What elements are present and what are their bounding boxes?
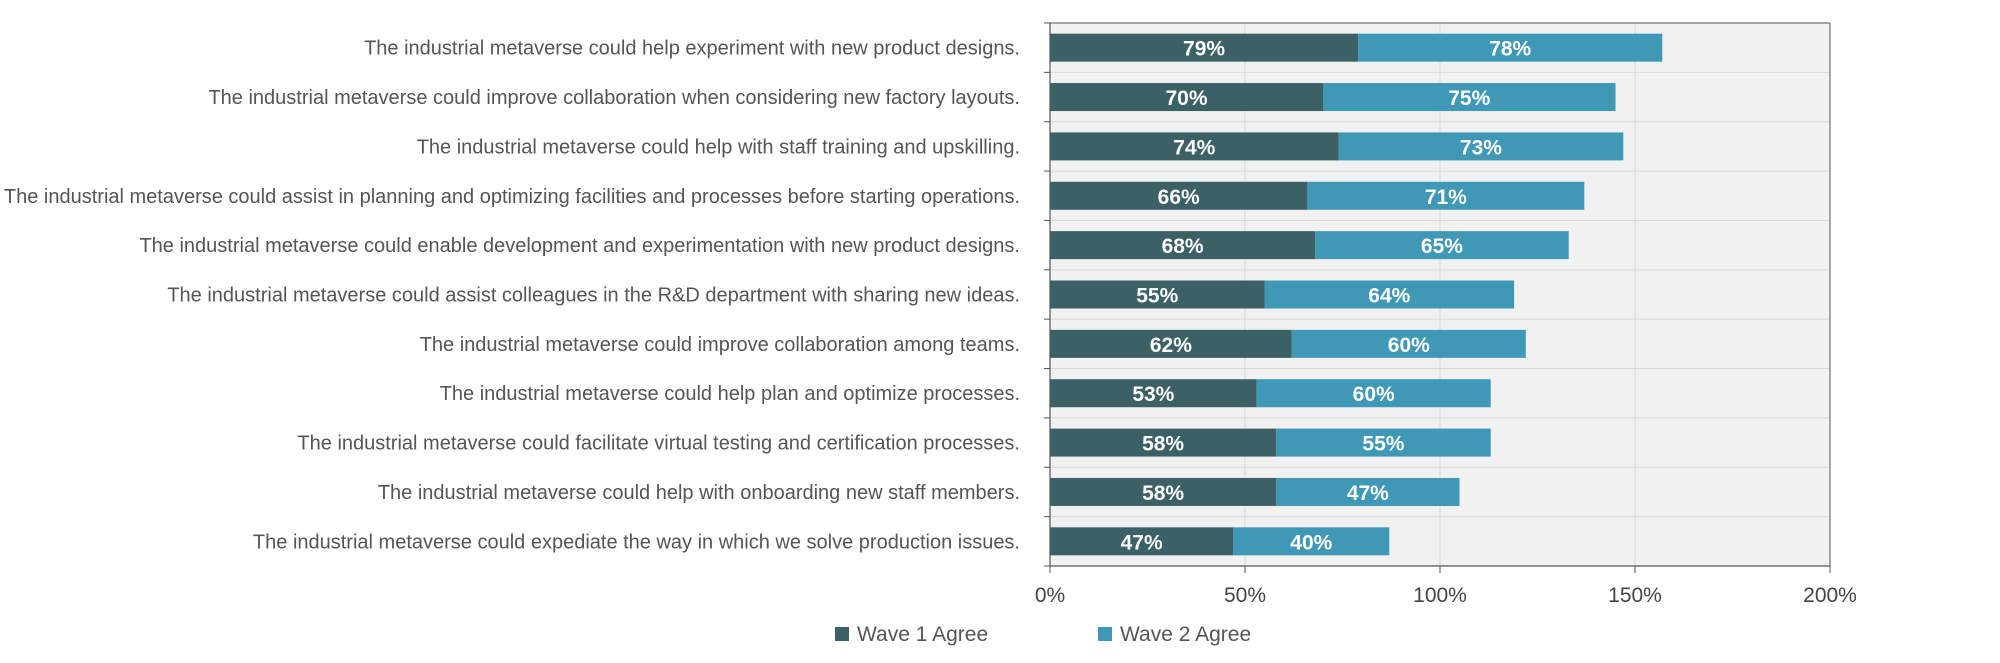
- bar-wave2: [1233, 527, 1390, 556]
- data-label: 62%: [1150, 334, 1192, 357]
- x-tick-label: 200%: [1803, 584, 1857, 607]
- data-label: 55%: [1362, 433, 1404, 456]
- category-label: The industrial metaverse could help plan…: [440, 383, 1020, 405]
- bar-wave1: [1050, 428, 1277, 457]
- data-label: 75%: [1448, 87, 1490, 110]
- data-label: 40%: [1290, 531, 1332, 554]
- bar-wave2: [1338, 132, 1624, 161]
- bar-wave2: [1276, 428, 1491, 457]
- bar-wave2: [1291, 329, 1526, 358]
- data-label: 79%: [1183, 38, 1225, 61]
- bar-wave1: [1050, 83, 1323, 112]
- category-label: The industrial metaverse could help with…: [378, 482, 1020, 504]
- bar-wave1: [1050, 329, 1292, 358]
- data-label: 73%: [1460, 136, 1502, 159]
- data-label: 65%: [1421, 235, 1463, 258]
- data-label: 47%: [1347, 482, 1389, 505]
- category-label: The industrial metaverse could expediate…: [253, 531, 1020, 553]
- bar-wave2: [1315, 231, 1569, 260]
- category-label: The industrial metaverse could help expe…: [364, 38, 1020, 60]
- data-label: 55%: [1136, 285, 1178, 308]
- data-label: 71%: [1425, 186, 1467, 209]
- data-label: 64%: [1368, 285, 1410, 308]
- data-label: 53%: [1132, 383, 1174, 406]
- bar-wave1: [1050, 132, 1339, 161]
- data-label: 58%: [1142, 433, 1184, 456]
- bar-wave1: [1050, 379, 1257, 408]
- bar-wave1: [1050, 181, 1308, 210]
- legend-label-wave1: Wave 1 Agree: [857, 623, 988, 646]
- data-label: 60%: [1388, 334, 1430, 357]
- legend-label-wave2: Wave 2 Agree: [1120, 623, 1251, 646]
- bar-wave2: [1256, 379, 1491, 408]
- legend-swatch-wave2: [1098, 627, 1112, 641]
- data-label: 58%: [1142, 482, 1184, 505]
- bar-wave1: [1050, 231, 1316, 260]
- bar-wave2: [1264, 280, 1515, 309]
- category-label: The industrial metaverse could improve c…: [208, 87, 1020, 109]
- category-label: The industrial metaverse could facilitat…: [297, 433, 1020, 455]
- category-label: The industrial metaverse could assist co…: [167, 285, 1020, 307]
- data-label: 70%: [1165, 87, 1207, 110]
- data-label: 60%: [1353, 383, 1395, 406]
- bar-wave1: [1050, 33, 1359, 62]
- bar-wave2: [1358, 33, 1663, 62]
- data-label: 68%: [1162, 235, 1204, 258]
- x-tick-label: 50%: [1224, 584, 1266, 607]
- data-label: 74%: [1173, 136, 1215, 159]
- legend-swatch-wave1: [835, 627, 849, 641]
- x-tick-label: 0%: [1035, 584, 1065, 607]
- category-label: The industrial metaverse could assist in…: [4, 186, 1020, 208]
- category-label: The industrial metaverse could improve c…: [420, 334, 1020, 356]
- data-label: 47%: [1121, 531, 1163, 554]
- bar-wave2: [1276, 477, 1460, 506]
- data-label: 66%: [1158, 186, 1200, 209]
- x-tick-label: 150%: [1608, 584, 1662, 607]
- data-label: 78%: [1489, 38, 1531, 61]
- bar-wave2: [1307, 181, 1585, 210]
- bar-wave2: [1323, 83, 1616, 112]
- bar-wave1: [1050, 477, 1277, 506]
- bar-wave1: [1050, 527, 1234, 556]
- category-label: The industrial metaverse could enable de…: [139, 235, 1020, 257]
- bar-wave1: [1050, 280, 1265, 309]
- category-label: The industrial metaverse could help with…: [417, 136, 1020, 158]
- x-tick-label: 100%: [1413, 584, 1467, 607]
